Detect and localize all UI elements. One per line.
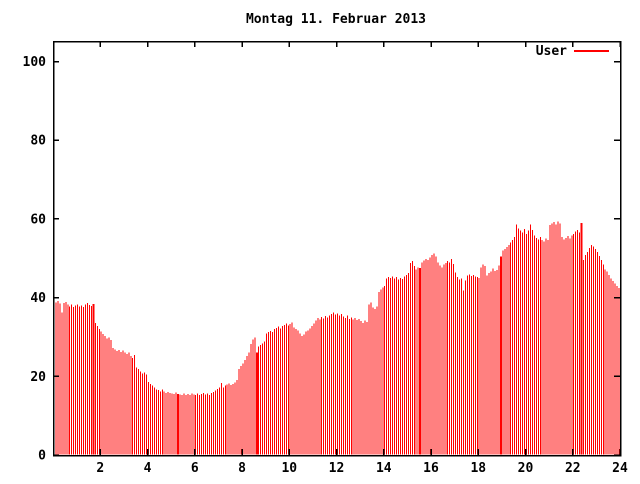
y-tick-label: 0 (38, 449, 46, 464)
x-tick-label: 12 (329, 461, 345, 476)
legend-label: User (536, 44, 567, 59)
x-tick-label: 18 (470, 461, 486, 476)
x-tick-label: 6 (191, 461, 199, 476)
y-tick-label: 100 (23, 55, 47, 70)
legend: User (536, 44, 609, 59)
y-tick-label: 80 (30, 134, 46, 149)
x-tick-label: 16 (423, 461, 439, 476)
y-tick-label: 60 (30, 212, 46, 227)
x-tick-label: 20 (518, 461, 534, 476)
y-tick-label: 40 (30, 291, 46, 306)
x-tick-label: 2 (96, 461, 104, 476)
x-tick-label: 4 (144, 461, 152, 476)
bars-group (53, 221, 620, 455)
x-tick-label: 24 (612, 461, 628, 476)
chart-title: Montag 11. Februar 2013 (246, 12, 426, 27)
x-tick-label: 10 (281, 461, 297, 476)
x-tick-label: 8 (238, 461, 246, 476)
x-tick-label: 14 (376, 461, 392, 476)
x-tick-label: 22 (565, 461, 581, 476)
y-tick-label: 20 (30, 370, 46, 385)
